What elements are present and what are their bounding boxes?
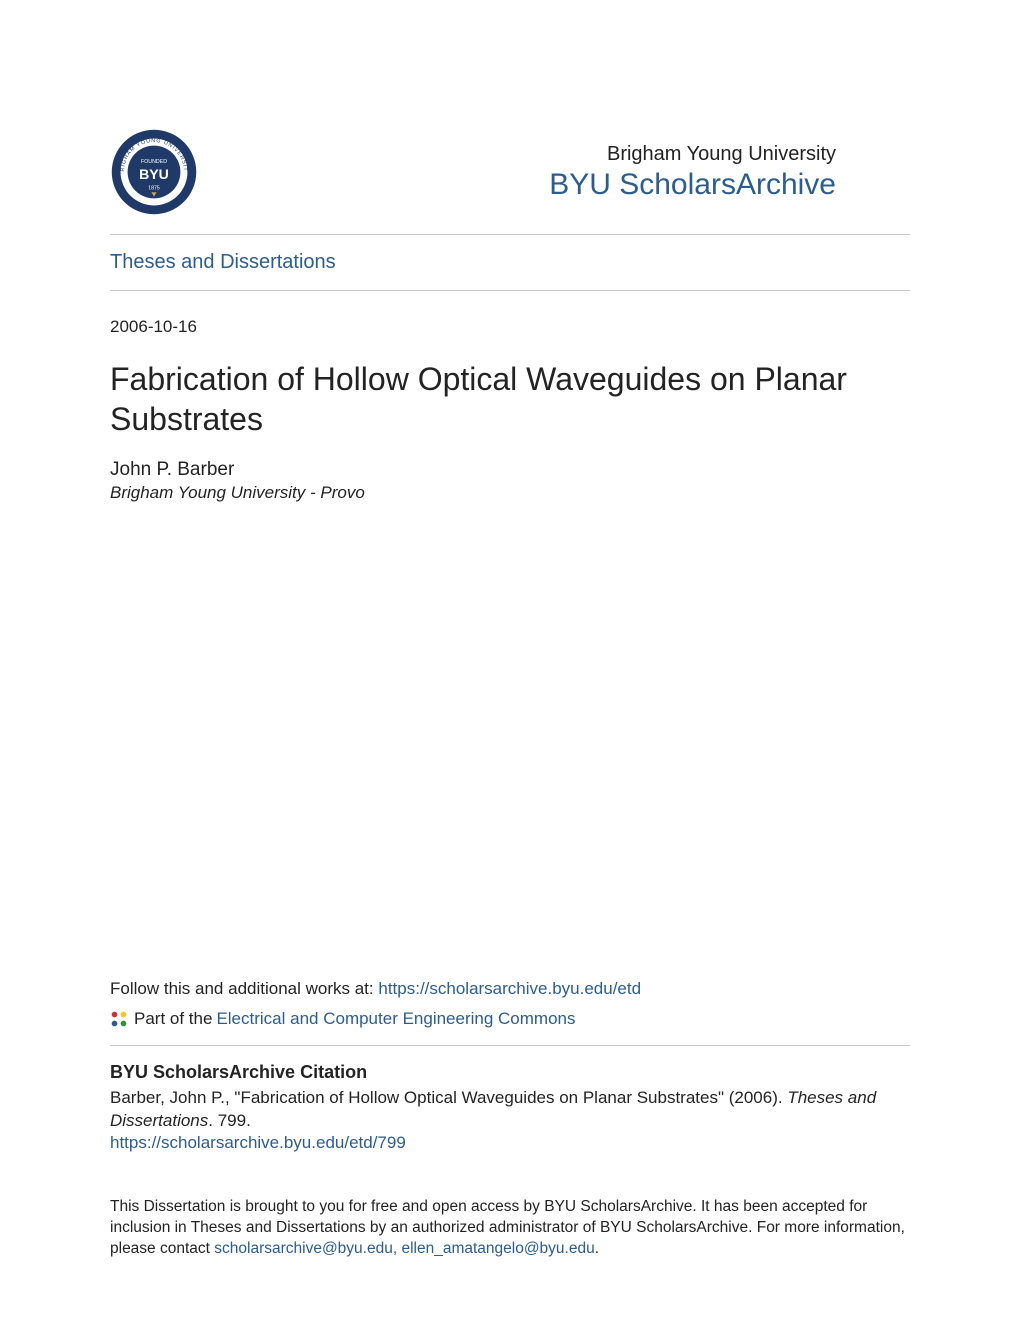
citation-heading: BYU ScholarsArchive Citation [110,1062,910,1083]
record-title: Fabrication of Hollow Optical Waveguides… [110,359,910,439]
scholarsarchive-link[interactable]: BYU ScholarsArchive [549,168,836,201]
citation-body: Barber, John P., "Fabrication of Hollow … [110,1087,910,1133]
access-text-after: . [595,1240,599,1257]
collection-row: Theses and Dissertations [110,235,910,290]
logo-byu-text: BYU [139,166,169,182]
network-commons-icon [110,1010,128,1028]
partof-row: Part of the Electrical and Computer Engi… [110,1009,910,1045]
page-header: FOUNDED BYU 1875 BRIGHAM YOUNG UNIVERSIT… [110,128,910,234]
access-statement: This Dissertation is brought to you for … [110,1197,910,1260]
record-author: John P. Barber [110,459,910,481]
collection-link[interactable]: Theses and Dissertations [110,251,336,273]
follow-line: Follow this and additional works at: htt… [110,979,910,999]
separator-rule [110,1045,910,1046]
partof-lead-text: Part of the [134,1009,212,1029]
page-root: FOUNDED BYU 1875 BRIGHAM YOUNG UNIVERSIT… [0,0,1020,1320]
record-date: 2006-10-16 [110,317,910,337]
citation-text-post: . 799. [208,1111,251,1130]
follow-lead-text: Follow this and additional works at: [110,979,378,998]
partof-link[interactable]: Electrical and Computer Engineering Comm… [216,1009,575,1029]
logo-founded-text: FOUNDED [141,159,167,165]
access-contact-link[interactable]: scholarsarchive@byu.edu, ellen_amatangel… [214,1240,594,1257]
separator-rule [110,290,910,291]
citation-text-pre: Barber, John P., "Fabrication of Hollow … [110,1088,787,1107]
citation-url-link[interactable]: https://scholarsarchive.byu.edu/etd/799 [110,1133,910,1153]
vertical-spacer [110,503,910,971]
record-affiliation: Brigham Young University - Provo [110,483,910,503]
university-name: Brigham Young University [198,143,836,166]
header-text-block: Brigham Young University BYU ScholarsArc… [198,143,910,202]
byu-seal-logo: FOUNDED BYU 1875 BRIGHAM YOUNG UNIVERSIT… [110,128,198,216]
follow-url-link[interactable]: https://scholarsarchive.byu.edu/etd [378,979,641,998]
